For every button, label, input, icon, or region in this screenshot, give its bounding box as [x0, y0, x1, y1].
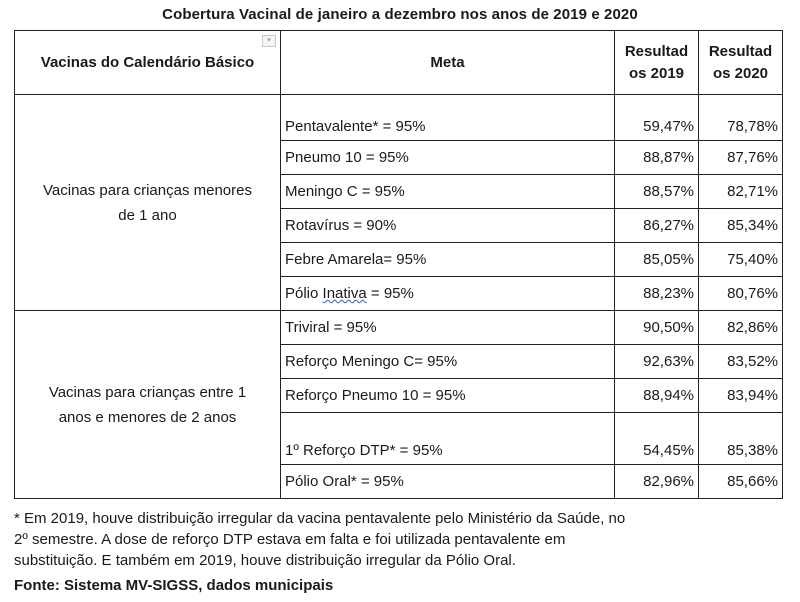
meta-cell: 1º Reforço DTP* = 95%	[280, 412, 615, 465]
result-2020-cell: 85,38%	[698, 412, 783, 465]
result-2020-cell: 85,34%	[698, 208, 783, 243]
filter-dropdown-icon[interactable]: ▾	[262, 35, 276, 47]
result-2020-cell: 82,86%	[698, 310, 783, 345]
result-2019-cell: 59,47%	[614, 94, 699, 141]
meta-cell: Reforço Pneumo 10 = 95%	[280, 378, 615, 413]
meta-cell: Pólio Oral* = 95%	[280, 464, 615, 499]
footnote-line1: * Em 2019, houve distribuição irregular …	[14, 510, 626, 527]
table-row: Pneumo 10 = 95% 88,87% 87,76%	[15, 140, 783, 175]
table-row: Febre Amarela= 95% 85,05% 75,40%	[15, 242, 783, 277]
header-results-2020: Resultad os 2020	[698, 30, 783, 95]
meta-cell: Rotavírus = 90%	[280, 208, 615, 243]
result-2020-cell: 82,71%	[698, 174, 783, 209]
header-results-2020-line2: os 2020	[712, 64, 769, 82]
result-2019-cell: 88,87%	[614, 140, 699, 175]
meta-cell: Triviral = 95%	[280, 310, 615, 345]
meta-text-a: Pólio	[285, 285, 323, 302]
group-label-line2: de 1 ano	[118, 206, 177, 224]
table-row: 1º Reforço DTP* = 95% 54,45% 85,38%	[15, 412, 783, 465]
header-vaccines: Vacinas do Calendário Básico ▾	[14, 30, 281, 95]
group-label-1-to-2-years: Vacinas para crianças entre 1 anos e men…	[14, 310, 281, 499]
table-row: Pólio Inativa = 95% 88,23% 80,76%	[15, 276, 783, 311]
meta-cell: Pneumo 10 = 95%	[280, 140, 615, 175]
meta-text-c: = 95%	[366, 285, 414, 302]
table-title: Cobertura Vacinal de janeiro a dezembro …	[162, 6, 638, 23]
table-row: Reforço Meningo C= 95% 92,63% 83,52%	[15, 344, 783, 379]
result-2019-cell: 85,05%	[614, 242, 699, 277]
result-2019-cell: 88,57%	[614, 174, 699, 209]
result-2019-cell: 82,96%	[614, 464, 699, 499]
table-row: Rotavírus = 90% 86,27% 85,34%	[15, 208, 783, 243]
header-meta: Meta	[280, 30, 615, 95]
result-2020-cell: 78,78%	[698, 94, 783, 141]
result-2019-cell: 54,45%	[614, 412, 699, 465]
result-2019-cell: 92,63%	[614, 344, 699, 379]
table-row: Pólio Oral* = 95% 82,96% 85,66%	[15, 464, 783, 499]
table-row: Meningo C = 95% 88,57% 82,71%	[15, 174, 783, 209]
table-row: Vacinas para crianças entre 1 anos e men…	[14, 310, 783, 499]
source-line: Fonte: Sistema MV-SIGSS, dados municipai…	[14, 577, 334, 594]
result-2019-cell: 88,94%	[614, 378, 699, 413]
meta-cell: Pentavalente* = 95%	[280, 94, 615, 141]
table-row: Reforço Pneumo 10 = 95% 88,94% 83,94%	[15, 378, 783, 413]
group-label-line2: anos e menores de 2 anos	[58, 408, 237, 426]
header-results-2019-line2: os 2019	[628, 64, 685, 82]
result-2019-cell: 88,23%	[614, 276, 699, 311]
footnote-line3: substituição. E também em 2019, houve di…	[14, 552, 516, 569]
meta-cell: Febre Amarela= 95%	[280, 242, 615, 277]
result-2020-cell: 85,66%	[698, 464, 783, 499]
meta-cell: Meningo C = 95%	[280, 174, 615, 209]
result-2020-cell: 83,94%	[698, 378, 783, 413]
result-2019-cell: 90,50%	[614, 310, 699, 345]
result-2020-cell: 80,76%	[698, 276, 783, 311]
header-row: Vacinas do Calendário Básico ▾ Meta Resu…	[14, 30, 783, 95]
header-vaccines-label: Vacinas do Calendário Básico	[40, 54, 255, 71]
result-2019-cell: 86,27%	[614, 208, 699, 243]
result-2020-cell: 83,52%	[698, 344, 783, 379]
spellcheck-word: Inativa	[322, 285, 367, 302]
footnote-line2: 2º semestre. A dose de reforço DTP estav…	[14, 531, 566, 548]
result-2020-cell: 87,76%	[698, 140, 783, 175]
group-label-line1: Vacinas para crianças menores	[43, 181, 252, 199]
result-2020-cell: 75,40%	[698, 242, 783, 277]
group-label-under-1-year: Vacinas para crianças menores de 1 ano	[14, 94, 281, 311]
header-results-2020-line1: Resultad	[708, 42, 773, 60]
header-results-2019: Resultad os 2019	[614, 30, 699, 95]
header-results-2019-line1: Resultad	[624, 42, 689, 60]
table-row: Vacinas para crianças menores de 1 ano P…	[14, 94, 783, 311]
group-label-line1: Vacinas para crianças entre 1	[48, 383, 247, 401]
meta-cell: Reforço Meningo C= 95%	[280, 344, 615, 379]
vaccination-coverage-table: Vacinas do Calendário Básico ▾ Meta Resu…	[14, 30, 783, 499]
footnote: * Em 2019, houve distribuição irregular …	[14, 508, 784, 571]
meta-cell: Pólio Inativa = 95%	[280, 276, 615, 311]
